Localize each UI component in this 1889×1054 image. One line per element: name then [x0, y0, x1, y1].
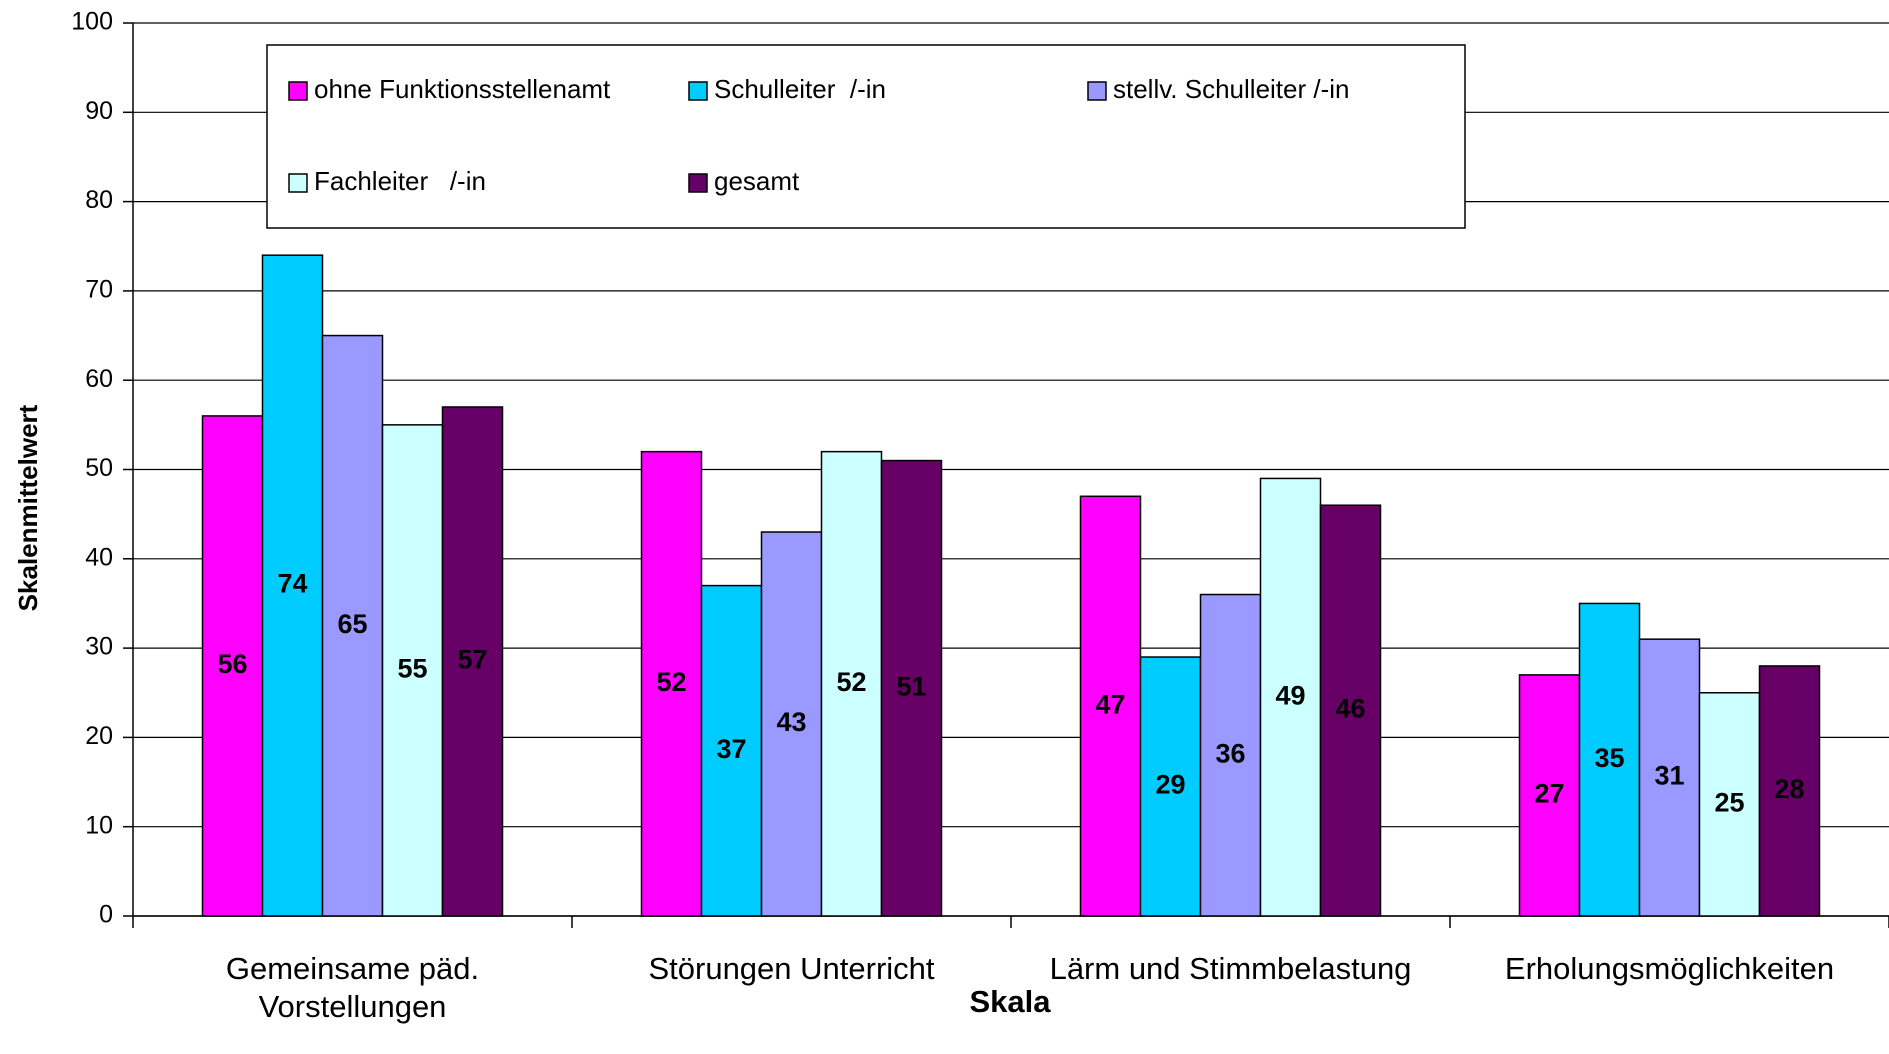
- bar: [880, 459, 943, 917]
- data-label: 28: [1774, 774, 1804, 804]
- data-label: 47: [1095, 689, 1125, 719]
- data-label: 46: [1335, 694, 1365, 724]
- bar: [1319, 504, 1382, 917]
- legend-label: ohne Funktionsstellenamt: [314, 74, 611, 104]
- data-label: 37: [716, 734, 746, 764]
- x-axis-title: Skala: [969, 984, 1051, 1019]
- data-label: 57: [457, 645, 487, 675]
- data-label: 65: [337, 609, 367, 639]
- bar: [700, 584, 763, 917]
- y-axis-title: Skalenmittelwert: [13, 404, 43, 611]
- data-label: 31: [1654, 761, 1684, 791]
- y-tick-label: 60: [85, 365, 113, 393]
- x-tick-label: Erholungsmöglichkeiten: [1504, 951, 1835, 986]
- bar: [640, 450, 703, 917]
- legend-label: Schulleiter /-in: [714, 74, 886, 104]
- legend-swatch: [688, 81, 708, 101]
- data-label: 52: [656, 667, 686, 697]
- bar: [441, 406, 504, 917]
- bar: [1259, 477, 1322, 917]
- legend-swatch: [688, 173, 708, 193]
- legend-label: Fachleiter /-in: [314, 166, 486, 196]
- y-tick-label: 80: [85, 186, 113, 214]
- bar: [1518, 674, 1581, 917]
- bar: [1638, 638, 1701, 917]
- y-tick-label: 0: [99, 901, 113, 929]
- data-label: 35: [1594, 743, 1624, 773]
- bar: [1758, 665, 1821, 917]
- legend-swatch: [1087, 81, 1107, 101]
- legend-box: [266, 44, 1466, 229]
- legend-label: gesamt: [714, 166, 800, 196]
- data-label: 36: [1215, 738, 1245, 768]
- data-label: 52: [836, 667, 866, 697]
- y-tick-label: 10: [85, 811, 113, 839]
- data-label: 29: [1155, 770, 1185, 800]
- x-tick-label: Lärm und Stimmbelastung: [1049, 951, 1412, 986]
- y-tick-label: 20: [85, 722, 113, 750]
- bar: [760, 531, 823, 917]
- bar: [820, 450, 883, 917]
- data-label: 74: [277, 569, 307, 599]
- bar: [261, 254, 324, 917]
- y-tick-label: 50: [85, 454, 113, 482]
- bar: [381, 424, 444, 917]
- legend-swatch: [288, 81, 308, 101]
- data-label: 51: [896, 671, 926, 701]
- data-label: 49: [1275, 680, 1305, 710]
- data-label: 55: [397, 654, 427, 684]
- legend-swatch: [288, 173, 308, 193]
- bar: [1139, 656, 1202, 917]
- bar: [1079, 495, 1142, 917]
- data-label: 56: [217, 649, 247, 679]
- legend-label: stellv. Schulleiter /-in: [1113, 74, 1350, 104]
- bar: [1578, 602, 1641, 917]
- x-tick-label: Störungen Unterricht: [648, 951, 935, 986]
- y-tick-label: 40: [85, 543, 113, 571]
- y-tick-label: 90: [85, 97, 113, 125]
- x-tick-label: Gemeinsame päd. Vorstellungen: [225, 951, 480, 1024]
- bar: [321, 334, 384, 917]
- data-label: 25: [1714, 788, 1744, 818]
- y-tick-label: 70: [85, 276, 113, 304]
- y-tick-label: 100: [71, 8, 113, 36]
- y-tick-label: 30: [85, 633, 113, 661]
- data-label: 27: [1534, 779, 1564, 809]
- data-label: 43: [776, 707, 806, 737]
- bar: [201, 415, 264, 917]
